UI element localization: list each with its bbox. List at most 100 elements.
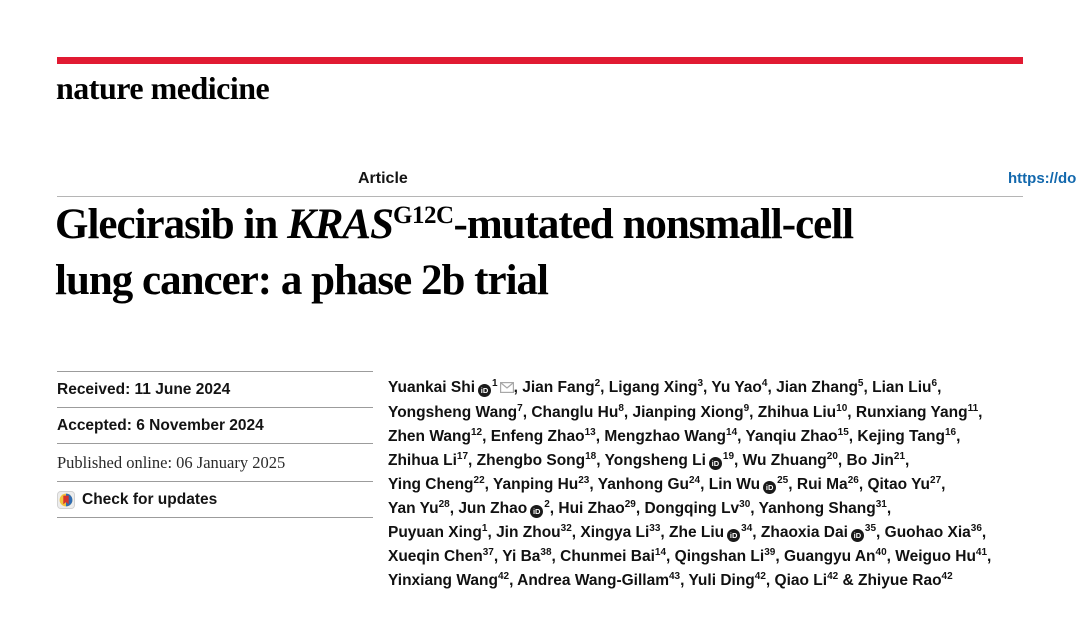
author-name: Mengzhao Wang xyxy=(604,428,727,445)
affiliation-superscript: 17 xyxy=(456,450,469,462)
brand-red-bar xyxy=(57,57,1023,64)
affiliation-superscript: 29 xyxy=(624,498,636,510)
affiliation-superscript: 6 xyxy=(931,377,938,389)
author-name: Yan Yu xyxy=(388,500,439,517)
author-name: Yanping Hu xyxy=(493,476,579,493)
author-name: Dongqing Lv xyxy=(644,500,740,517)
author-name: Changlu Hu xyxy=(531,404,619,421)
check-for-updates-label[interactable]: Check for updates xyxy=(82,491,218,508)
affiliation-superscript: 21 xyxy=(893,450,906,462)
author-name: Yongsheng Li xyxy=(604,452,706,469)
affiliation-superscript: 40 xyxy=(875,546,887,558)
author-name: Puyuan Xing xyxy=(388,524,482,541)
article-metadata-panel: Received: 11 June 2024 Accepted: 6 Novem… xyxy=(57,371,373,518)
author-name: Xingya Li xyxy=(580,524,650,541)
author-name: Jianping Xiong xyxy=(632,404,744,421)
affiliation-superscript: 3 xyxy=(697,377,703,389)
author-name: Zhihua Li xyxy=(388,452,457,469)
author-name: Zhiyue Rao xyxy=(858,572,942,589)
author-name: Guohao Xia xyxy=(884,524,971,541)
orcid-icon[interactable]: iD xyxy=(530,505,544,518)
published-date-row: Published online: 06 January 2025 xyxy=(57,443,373,481)
orcid-icon[interactable]: iD xyxy=(763,481,777,494)
affiliation-superscript: 9 xyxy=(743,402,750,414)
author-name: Yuli Ding xyxy=(688,572,755,589)
affiliation-superscript: 10 xyxy=(836,402,848,414)
envelope-icon[interactable] xyxy=(499,377,514,401)
affiliation-superscript: 33 xyxy=(649,522,661,534)
accepted-date: Accepted: 6 November 2024 xyxy=(57,417,264,434)
author-name: Yanhong Gu xyxy=(597,476,689,493)
author-name: Chunmei Bai xyxy=(560,548,655,565)
check-for-updates-row[interactable]: Check for updates xyxy=(57,481,373,518)
title-gene-symbol: KRAS xyxy=(287,201,394,248)
affiliation-superscript: 30 xyxy=(739,498,751,510)
orcid-icon[interactable]: iD xyxy=(478,384,492,397)
author-name: Lin Wu xyxy=(708,476,761,493)
header-divider xyxy=(57,196,1023,197)
author-name: Qingshan Li xyxy=(674,548,765,565)
author-list: Yuankai Shi iD1, Jian Fang2, Ligang Xing3… xyxy=(388,376,1036,593)
author-name: Kejing Tang xyxy=(857,428,945,445)
author-name: Zhaoxia Dai xyxy=(760,524,848,541)
affiliation-superscript: 11 xyxy=(967,402,979,414)
title-line-1: Glecirasib in KRASG12C-mutated nonsmall-… xyxy=(55,200,1055,256)
affiliation-superscript: 42 xyxy=(754,570,766,582)
affiliation-superscript: 2 xyxy=(544,498,550,510)
published-online-date: Published online: 06 January 2025 xyxy=(57,453,286,472)
affiliation-superscript: 1 xyxy=(481,522,488,534)
author-name: Xueqin Chen xyxy=(388,548,483,565)
doi-link[interactable]: https://do xyxy=(1008,170,1077,187)
author-name: Lian Liu xyxy=(872,379,932,396)
author-name: Andrea Wang-Gillam xyxy=(517,572,669,589)
orcid-icon[interactable]: iD xyxy=(708,457,722,470)
author-name: Zhen Wang xyxy=(388,428,471,445)
author-line: Zhihua Li17, Zhengbo Song18, Yongsheng L… xyxy=(388,450,910,470)
author-name: Jin Zhou xyxy=(496,524,561,541)
affiliation-superscript: 38 xyxy=(540,546,552,558)
accepted-date-row: Accepted: 6 November 2024 xyxy=(57,407,373,443)
affiliation-superscript: 8 xyxy=(618,402,624,414)
affiliation-superscript: 42 xyxy=(827,570,839,582)
article-title: Glecirasib in KRASG12C-mutated nonsmall-… xyxy=(55,200,1055,306)
affiliation-superscript: 37 xyxy=(482,546,494,558)
crossmark-check-icon[interactable] xyxy=(57,491,75,509)
affiliation-superscript: 7 xyxy=(517,402,523,414)
affiliation-superscript: 14 xyxy=(726,426,738,438)
orcid-icon[interactable]: iD xyxy=(850,529,864,542)
affiliation-superscript: 43 xyxy=(668,570,681,582)
orcid-icon[interactable]: iD xyxy=(727,529,741,542)
affiliation-superscript: 15 xyxy=(837,426,849,438)
author-name: Yongsheng Wang xyxy=(388,404,518,421)
title-text: Glecirasib in xyxy=(55,201,288,248)
author-name: Jian Fang xyxy=(522,379,595,396)
affiliation-superscript: 24 xyxy=(689,474,701,486)
article-type-label: Article xyxy=(358,170,408,187)
author-name: Qiao Li xyxy=(774,572,828,589)
affiliation-superscript: 20 xyxy=(826,450,838,462)
author-name: Enfeng Zhao xyxy=(490,428,585,445)
journal-logo: nature medicine xyxy=(56,70,270,106)
affiliation-superscript: 16 xyxy=(944,426,957,438)
affiliation-superscript: 25 xyxy=(777,474,789,486)
author-name: Ying Cheng xyxy=(388,476,474,493)
affiliation-superscript: 22 xyxy=(473,474,485,486)
affiliation-superscript: 42 xyxy=(497,570,510,582)
title-line-2: lung cancer: a phase 2b trial xyxy=(55,257,549,304)
affiliation-superscript: 39 xyxy=(764,546,776,558)
author-name: Zhe Liu xyxy=(669,524,725,541)
affiliation-superscript: 19 xyxy=(722,450,735,462)
author-name: Guangyu An xyxy=(783,548,876,565)
title-mutation-superscript: G12C xyxy=(393,202,454,229)
affiliation-superscript: 4 xyxy=(761,377,768,389)
author-name: Zhihua Liu xyxy=(757,404,837,421)
affiliation-superscript: 27 xyxy=(930,474,942,486)
author-line: Xueqin Chen37, Yi Ba38, Chunmei Bai14, Q… xyxy=(388,546,992,565)
affiliation-superscript: 35 xyxy=(864,522,877,534)
affiliation-superscript: 23 xyxy=(578,474,590,486)
affiliation-superscript: 18 xyxy=(585,450,597,462)
author-line: Ying Cheng22, Yanping Hu23, Yanhong Gu24… xyxy=(388,474,946,494)
received-date: Received: 11 June 2024 xyxy=(57,381,231,398)
author-name: Zhengbo Song xyxy=(476,452,586,469)
